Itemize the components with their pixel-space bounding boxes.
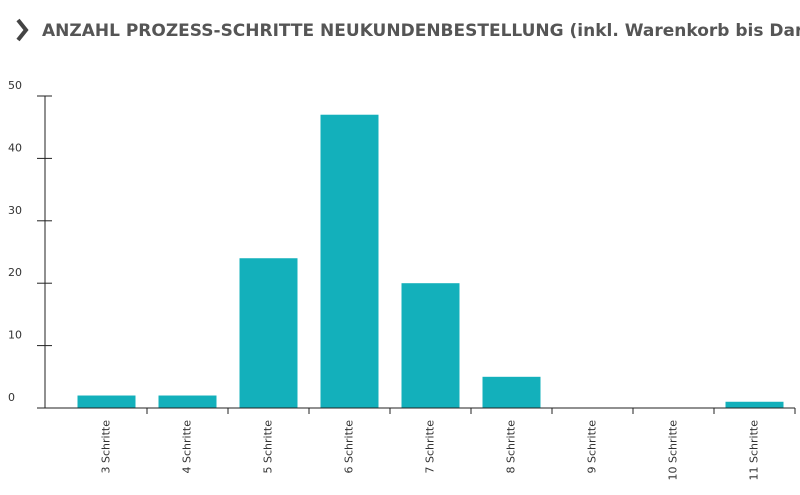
x-tick-label: 4 Schritte <box>181 420 194 474</box>
bar <box>401 283 460 408</box>
x-tick-label: 8 Schritte <box>505 420 518 474</box>
y-tick-label: 40 <box>8 141 22 154</box>
chart-title: ANZAHL PROZESS-SCHRITTE NEUKUNDENBESTELL… <box>42 21 800 41</box>
chevron-icon <box>16 18 29 42</box>
x-tick-label: 5 Schritte <box>262 420 275 474</box>
bar <box>320 114 379 408</box>
x-tick-label: 3 Schritte <box>100 420 113 474</box>
x-tick-label: 11 Schritte <box>748 420 761 481</box>
y-tick-label: 30 <box>8 204 22 217</box>
y-tick-label: 20 <box>8 266 22 279</box>
bar <box>725 401 784 408</box>
y-tick-label: 10 <box>8 329 22 342</box>
y-tick-label: 0 <box>8 391 15 404</box>
bar <box>239 258 298 408</box>
bar <box>482 376 541 408</box>
bar <box>77 395 136 408</box>
x-tick-label: 10 Schritte <box>667 420 680 481</box>
x-tick-label: 7 Schritte <box>424 420 437 474</box>
x-tick-label: 6 Schritte <box>343 420 356 474</box>
bar <box>158 395 217 408</box>
x-tick-label: 9 Schritte <box>586 420 599 474</box>
y-tick-label: 50 <box>8 79 22 92</box>
